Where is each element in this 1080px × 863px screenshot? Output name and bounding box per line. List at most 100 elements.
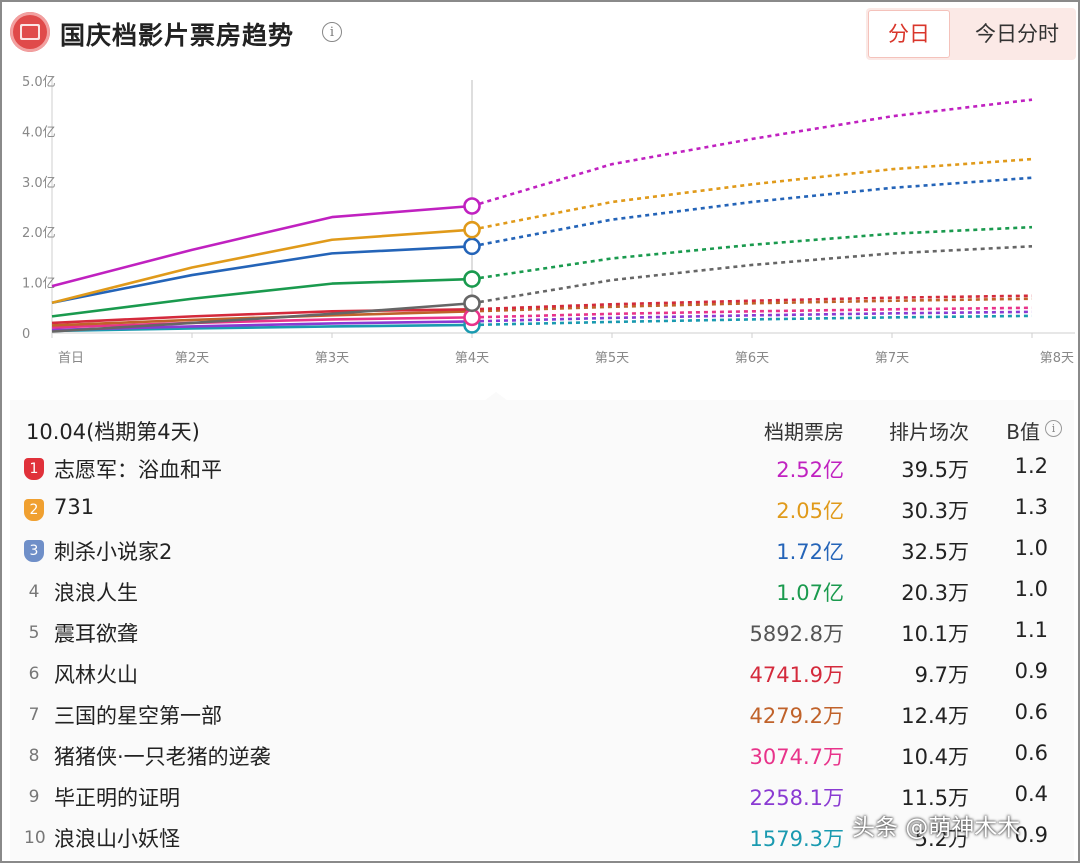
series-line-actual [51,228,473,305]
watermark: 头条 @萌神木木 [852,815,1021,841]
x-tick-label: 第2天 [175,351,209,366]
series-markers [463,197,481,334]
selected-date: 10.04(档期第4天) [26,420,200,444]
tab-hourly[interactable]: 今日分时 [975,22,1059,46]
rank-badge: 9 [28,787,40,807]
table-row[interactable]: 3 刺杀小说家2 1.72亿 32.5万 1.0 [10,532,1074,573]
movie-name: 三国的星空第一部 [54,704,222,728]
rank-badge: 6 [28,664,40,684]
movie-name: 731 [54,495,95,519]
tooltip-pointer [484,392,508,401]
movie-name: 浪浪山小妖怪 [54,827,180,851]
movie-name: 风林火山 [54,663,138,687]
column-header-shows[interactable]: 排片场次 [889,420,969,444]
table-row[interactable]: 1 志愿军：浴血和平 2.52亿 39.5万 1.2 [10,450,1074,491]
movie-name: 志愿军：浴血和平 [54,458,222,482]
box-office-value: 1.72亿 [776,540,844,564]
series-line-forecast [471,225,1033,281]
series-line-forecast [471,157,1033,231]
y-tick-label: 2.0亿 [22,226,56,241]
rank-badge: 3 [24,540,44,562]
shows-value: 11.5万 [901,786,969,810]
series-line-forecast [471,306,1033,319]
table-row[interactable]: 7 三国的星空第一部 4279.2万 12.4万 0.6 [10,696,1074,737]
series-line-actual [51,316,473,329]
b-value: 1.3 [1014,495,1048,519]
x-tick-label: 第6天 [735,351,769,366]
table-row[interactable]: 9 毕正明的证明 2258.1万 11.5万 0.4 [10,778,1074,819]
shows-value: 32.5万 [901,540,969,564]
box-office-value: 2258.1万 [749,786,844,810]
rank-badge: 5 [28,623,40,643]
box-office-value: 2.05亿 [776,499,844,523]
rank-badge: 1 [24,458,44,480]
table-row[interactable]: 5 震耳欲聋 5892.8万 10.1万 1.1 [10,614,1074,655]
series-lines [51,98,1033,333]
data-point-marker [463,270,481,288]
info-icon[interactable]: i [322,22,342,42]
y-tick-label: 0 [22,327,30,342]
box-office-value: 4741.9万 [749,663,844,687]
b-value: 1.2 [1014,454,1048,478]
rank-badge: 8 [28,746,40,766]
table-row[interactable]: 6 风林火山 4741.9万 9.7万 0.9 [10,655,1074,696]
x-tick-label: 第8天 [1040,351,1074,366]
box-office-value: 1.07亿 [776,581,844,605]
box-office-value: 2.52亿 [776,458,844,482]
x-tick-label: 第3天 [315,351,349,366]
series-line-forecast [471,245,1033,305]
series-line-actual [51,323,473,333]
movie-name: 浪浪人生 [54,581,138,605]
b-value: 0.9 [1014,659,1048,683]
box-office-value: 5892.8万 [749,622,844,646]
shows-value: 20.3万 [901,581,969,605]
table-row[interactable]: 4 浪浪人生 1.07亿 20.3万 1.0 [10,573,1074,614]
series-line-forecast [471,314,1033,327]
day-detail-table: 10.04(档期第4天) 档期票房 排片场次 B值 i 1 志愿军：浴血和平 2.5… [10,400,1074,860]
series-line-forecast [471,294,1033,311]
shows-value: 5.2万 [914,827,969,851]
shows-value: 10.4万 [901,745,969,769]
header: 国庆档影片票房趋势 i 分日 今日分时 [0,0,1080,70]
b-value: 1.0 [1014,536,1048,560]
b-value: 0.4 [1014,782,1048,806]
view-tabs: 分日 今日分时 [866,8,1076,60]
y-tick-label: 3.0亿 [22,176,56,191]
tab-day[interactable]: 分日 [868,10,950,58]
column-header-b-value[interactable]: B值 [1006,420,1040,444]
b-value: 0.9 [1014,823,1048,847]
rank-badge: 7 [28,705,40,725]
movie-name: 毕正明的证明 [54,786,180,810]
movie-name: 猪猪侠·一只老猪的逆袭 [54,745,271,769]
series-line-actual [51,308,473,325]
series-line-forecast [471,297,1033,313]
y-tick-label: 4.0亿 [22,125,56,140]
series-line-actual [51,245,473,305]
ticket-logo-icon [10,12,50,52]
box-office-value: 3074.7万 [749,745,844,769]
movie-name: 震耳欲聋 [54,622,138,646]
table-row[interactable]: 8 猪猪侠·一只老猪的逆袭 3074.7万 10.4万 0.6 [10,737,1074,778]
table-row[interactable]: 10 浪浪山小妖怪 1579.3万 5.2万 0.9 [10,819,1074,860]
b-value: 1.0 [1014,577,1048,601]
series-line-forecast [471,176,1033,248]
series-line-actual [51,301,473,333]
box-office-value: 1579.3万 [749,827,844,851]
y-tick-label: 1.0亿 [22,277,56,292]
rank-badge: 4 [28,582,40,602]
series-line-forecast [471,310,1033,323]
data-point-marker [463,197,481,215]
series-line-actual [51,277,473,318]
shows-value: 12.4万 [901,704,969,728]
b-value-info-icon[interactable]: i [1045,420,1062,437]
rank-badge: 2 [24,499,44,521]
table-row[interactable]: 2 731 2.05亿 30.3万 1.3 [10,491,1074,532]
data-point-marker [463,237,481,256]
x-tick-label: 第7天 [875,351,909,366]
column-header-box-office[interactable]: 档期票房 [764,420,844,444]
shows-value: 30.3万 [901,499,969,523]
b-value: 0.6 [1014,741,1048,765]
b-value: 1.1 [1014,618,1048,642]
x-axis: 首日 第2天 第3天 第4天 第5天 第6天 第7天 第8天 [51,333,1074,366]
y-tick-label: 5.0亿 [22,75,56,90]
